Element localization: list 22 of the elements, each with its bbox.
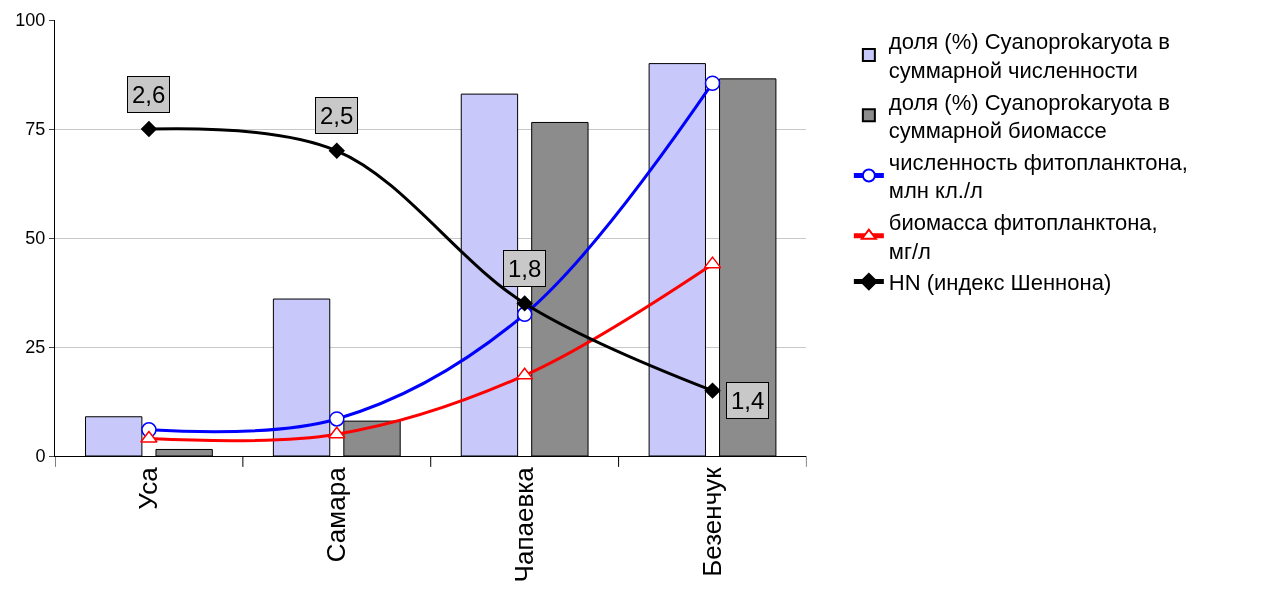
data-label: 1,4 [731,387,765,414]
point [141,121,157,137]
x-tick-label: Чапаевка [509,466,540,583]
point [516,295,533,312]
x-tick-label: Уса [133,466,164,510]
x-tick-label: Самара [321,466,352,563]
legend-label: HN (индекс Шеннона) [888,270,1112,296]
y-tick-label: 100 [15,10,46,31]
point [704,382,721,399]
data-label: 2,6 [132,81,166,108]
point [140,430,158,443]
data-label: 1,8 [508,255,542,282]
y-tick-label: 0 [35,446,46,467]
legend-label: биомасса фитопланктона, мг/л [888,209,1158,264]
data-label: 2,5 [320,102,354,129]
y-tick-label: 25 [25,337,46,358]
y-tick-label: 50 [25,228,46,249]
point [328,142,345,159]
point [329,411,345,427]
x-tick-label: Безенчук [696,466,727,577]
y-tick-label: 75 [25,119,46,140]
point [704,75,721,91]
